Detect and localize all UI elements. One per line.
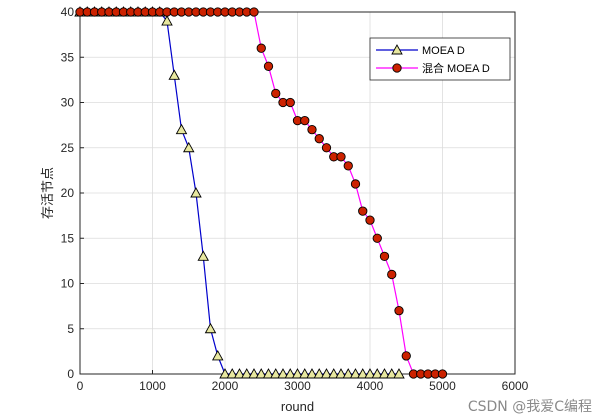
data-point [336,152,346,162]
y-tick-label: 40 [61,5,75,19]
data-point [437,369,448,379]
y-tick-label: 0 [67,367,74,381]
x-tick-label: 4000 [357,379,384,393]
data-point [313,368,326,379]
data-point [182,141,195,153]
data-point [240,368,253,379]
data-point [204,322,217,334]
legend-box [369,37,511,81]
legend: MOEA D 混合 MOEA D [369,37,511,81]
data-point [256,43,266,53]
legend-marker-shape [391,44,403,55]
data-point [387,269,397,280]
y-tick-label: 30 [61,96,75,110]
data-point [320,368,333,379]
x-axis-ticks: 0 1000 2000 3000 4000 5000 6000 [77,370,529,393]
x-tick-label: 2000 [212,379,239,393]
data-point [219,368,231,379]
data-point [371,368,384,379]
data-point [335,368,347,379]
data-point [394,305,404,316]
y-axis-label: 存活节点 [41,167,56,219]
data-point [378,368,391,379]
x-tick-label: 6000 [502,379,529,393]
data-point [327,368,340,379]
data-point [393,368,405,379]
data-point [356,368,369,379]
data-point [314,134,324,144]
legend-marker-hybrid-moead [392,63,402,73]
data-point [379,251,390,262]
legend-marker-moead [391,44,403,55]
x-tick-label: 5000 [429,379,456,393]
data-point [385,368,398,379]
data-point [365,215,375,225]
data-point [197,250,210,261]
data-point [190,187,202,198]
data-point [321,143,332,153]
y-tick-label: 15 [61,231,75,245]
data-point [358,206,368,216]
legend-marker-shape [392,63,402,73]
y-axis-ticks: 0 5 10 15 20 25 30 35 40 [61,5,84,381]
watermark: CSDN @我爱C编程 [467,399,592,415]
data-point [372,233,382,243]
y-tick-label: 10 [61,277,75,291]
data-point [285,97,295,108]
y-tick-label: 35 [61,50,75,64]
data-point [271,88,281,99]
data-point [300,115,310,126]
data-point [364,368,376,379]
data-point [277,368,289,379]
data-point [226,368,239,379]
data-point [168,69,181,80]
legend-label-moead: MOEA D [422,45,465,57]
data-point [269,368,282,379]
data-point [291,368,304,379]
y-tick-label: 5 [67,322,74,336]
data-point [211,349,224,361]
data-point [263,61,274,71]
data-point [233,368,246,379]
data-point [342,368,355,379]
series-1 [75,7,448,379]
data-point [306,368,318,379]
data-point [349,368,362,379]
x-tick-label: 3000 [284,379,311,393]
legend-label-hybrid-moead: 混合 MOEA D [422,61,490,75]
x-axis-label: round [281,399,314,414]
data-point [284,368,297,379]
x-tick-label: 0 [77,379,84,393]
data-point [350,179,361,189]
data-point [249,7,259,17]
series-layer [74,6,448,379]
data-point [401,351,411,361]
y-tick-label: 20 [61,186,75,200]
x-tick-label: 1000 [139,379,166,393]
data-point [248,368,260,379]
y-tick-label: 25 [61,141,75,155]
data-point [161,15,173,26]
data-point [343,161,353,171]
data-point [262,368,275,379]
data-point [255,368,268,379]
data-point [298,368,311,379]
data-point [307,124,317,135]
data-point [175,123,188,135]
